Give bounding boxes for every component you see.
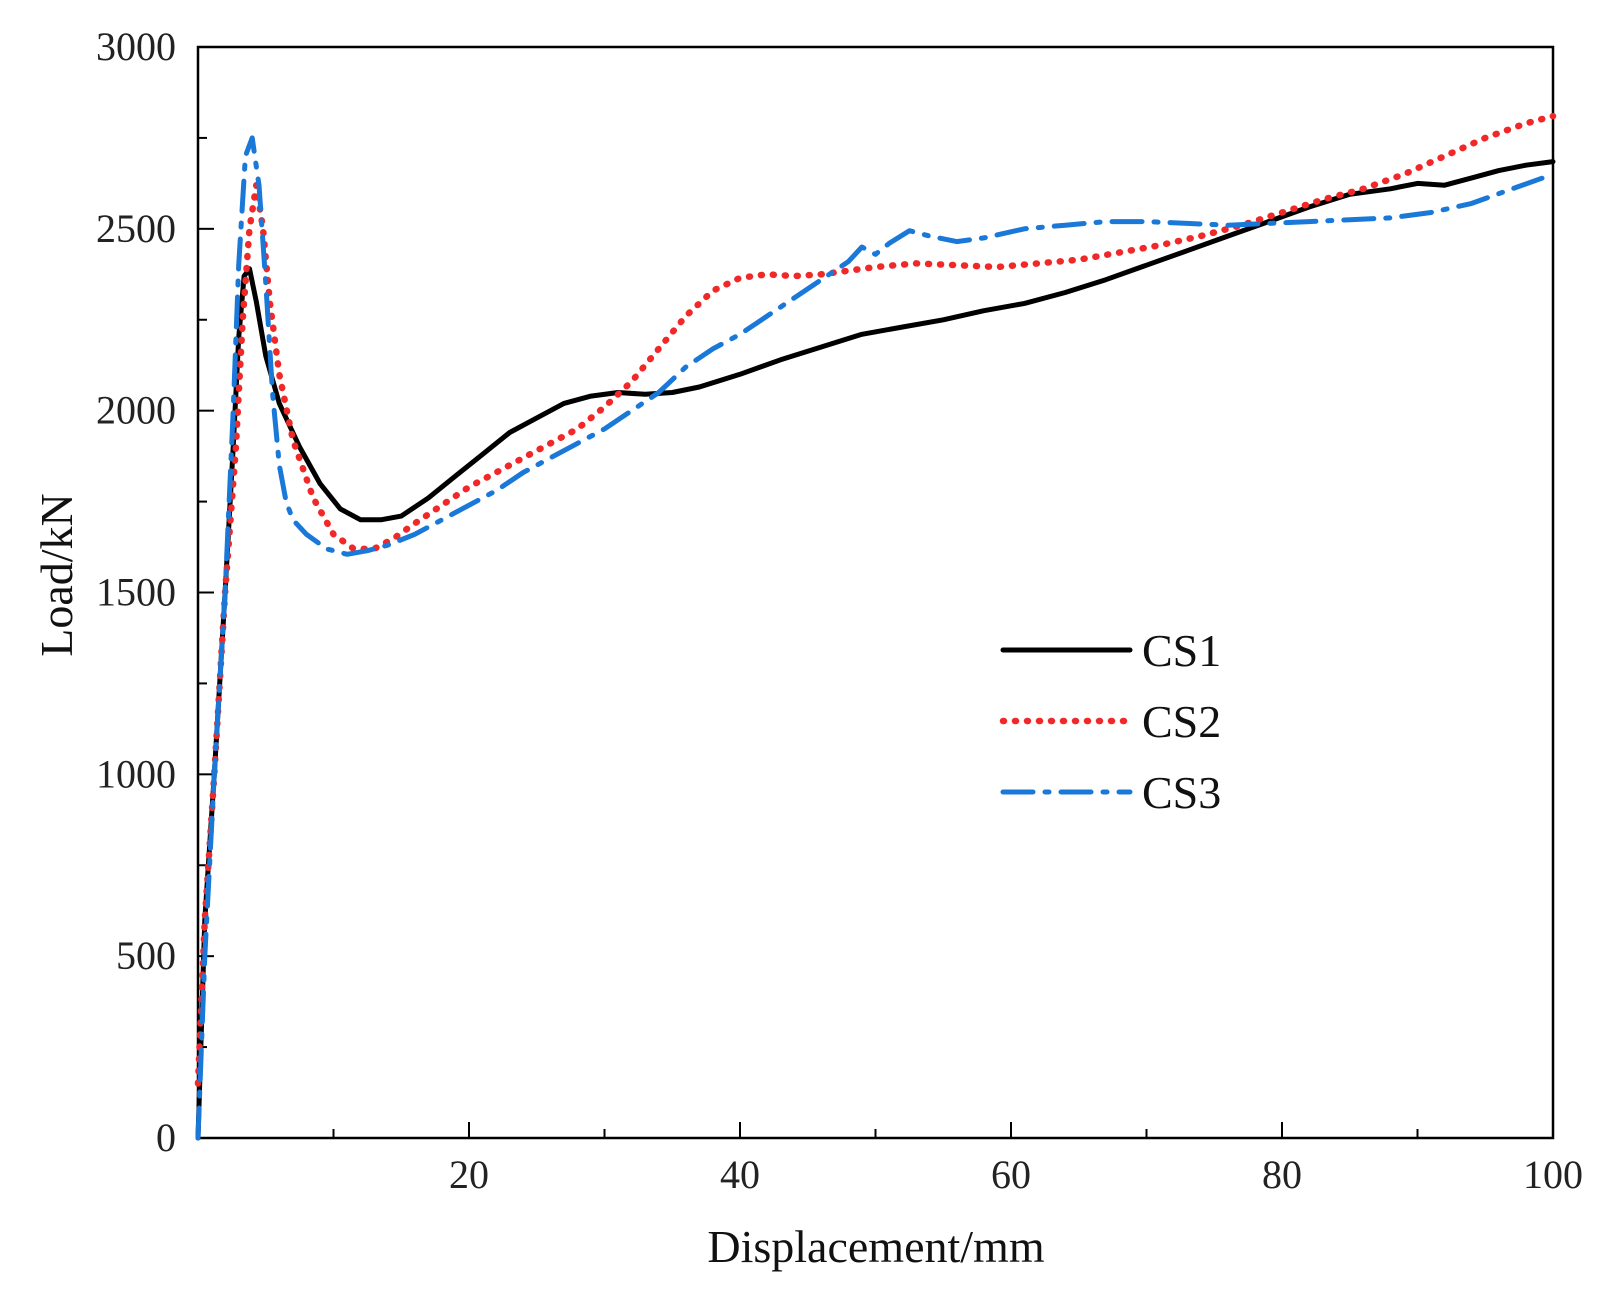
y-axis-title: Load/kN [31,493,82,657]
legend-label-cs1: CS1 [1142,625,1221,676]
x-tick-label: 80 [1262,1152,1302,1197]
y-tick-label: 0 [156,1115,176,1160]
x-tick-label: 100 [1523,1152,1583,1197]
y-tick-label: 1000 [96,751,176,796]
series-line-cs1 [195,159,1556,1141]
y-tick-label: 3000 [96,24,176,69]
y-tick-label: 2500 [96,206,176,251]
y-tick-label: 500 [116,933,176,978]
y-tick-label: 1500 [96,570,176,615]
x-axis-title: Displacement/mm [707,1221,1044,1272]
x-tick-label: 60 [991,1152,1031,1197]
x-tick-label: 20 [449,1152,489,1197]
legend-label-cs3: CS3 [1142,767,1221,818]
series-line-cs3 [195,135,1556,1141]
y-tick-label: 2000 [96,388,176,433]
plot-frame [196,45,1555,1140]
series-line-cs2 [194,112,1557,1087]
legend-label-cs2: CS2 [1142,696,1221,747]
x-tick-label: 40 [720,1152,760,1197]
